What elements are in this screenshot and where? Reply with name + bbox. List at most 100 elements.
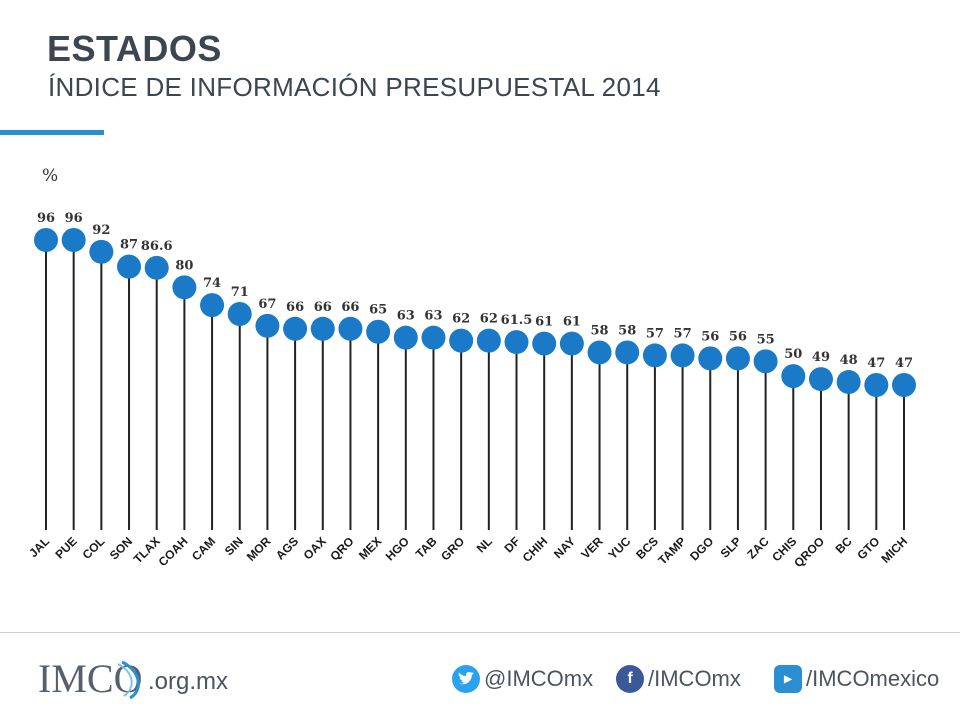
category-label-mex: MEX bbox=[356, 534, 384, 562]
marker-slp bbox=[725, 346, 750, 371]
marker-oax bbox=[310, 316, 335, 341]
value-label-cam: 74 bbox=[203, 276, 221, 291]
category-label-col: COL bbox=[80, 534, 108, 562]
value-label-bcs: 57 bbox=[646, 326, 664, 341]
value-label-oax: 66 bbox=[314, 300, 332, 315]
category-label-yuc: YUC bbox=[606, 534, 634, 562]
category-label-ags: AGS bbox=[273, 534, 301, 562]
category-label-gro: GRO bbox=[438, 534, 467, 563]
value-label-nay: 61 bbox=[563, 315, 581, 330]
marker-mich bbox=[892, 373, 916, 397]
value-label-tab: 63 bbox=[424, 309, 442, 324]
marker-qroo bbox=[808, 367, 833, 392]
page-title: ESTADOS bbox=[47, 28, 222, 69]
category-label-tab: TAB bbox=[413, 534, 440, 561]
facebook-icon: f bbox=[616, 665, 644, 693]
marker-ags bbox=[283, 316, 308, 341]
youtube-icon: ▶ bbox=[774, 665, 802, 693]
value-label-yuc: 58 bbox=[618, 323, 636, 338]
marker-col bbox=[89, 239, 114, 264]
category-label-pue: PUE bbox=[52, 534, 79, 561]
value-label-coah: 80 bbox=[175, 258, 193, 273]
category-label-jal: JAL bbox=[26, 534, 52, 560]
marker-nl bbox=[476, 328, 501, 353]
marker-mex bbox=[366, 319, 391, 344]
category-label-mor: MOR bbox=[244, 534, 274, 564]
marker-sin bbox=[227, 301, 252, 326]
marker-coah bbox=[172, 275, 197, 300]
value-label-qro: 66 bbox=[341, 300, 359, 315]
twitter-handle: @IMCOmx bbox=[484, 666, 594, 691]
value-label-tamp: 57 bbox=[674, 326, 692, 341]
marker-jal bbox=[34, 228, 58, 252]
marker-tamp bbox=[670, 343, 695, 368]
category-label-ver: VER bbox=[578, 534, 606, 562]
value-label-mor: 67 bbox=[258, 297, 276, 312]
category-label-zac: ZAC bbox=[744, 534, 772, 562]
value-label-ags: 66 bbox=[286, 300, 304, 315]
marker-qro bbox=[338, 316, 363, 341]
youtube-handle: /IMCOmexico bbox=[806, 666, 940, 691]
marker-cam bbox=[200, 293, 225, 318]
category-label-hgo: HGO bbox=[383, 534, 412, 563]
unit-label: % bbox=[42, 166, 59, 186]
value-label-bc: 48 bbox=[840, 353, 858, 368]
category-label-chih: CHIH bbox=[520, 534, 551, 565]
value-label-mex: 65 bbox=[369, 303, 387, 318]
value-label-df: 61.5 bbox=[501, 313, 533, 328]
marker-hgo bbox=[393, 325, 418, 350]
value-label-son: 87 bbox=[120, 238, 138, 253]
value-label-qroo: 49 bbox=[812, 350, 830, 365]
lollipop-chart: 96JAL96PUE92COL87SON86.6TLAX80COAH74CAM7… bbox=[26, 211, 916, 570]
imco-logo-icon: IMCO bbox=[38, 656, 142, 701]
category-label-cam: CAM bbox=[189, 534, 218, 563]
value-label-col: 92 bbox=[92, 223, 110, 238]
value-label-mich: 47 bbox=[895, 356, 913, 371]
value-label-pue: 96 bbox=[65, 211, 83, 226]
marker-ver bbox=[587, 340, 612, 365]
value-label-chis: 50 bbox=[784, 347, 802, 362]
value-label-hgo: 63 bbox=[397, 309, 415, 324]
page-subtitle: ÍNDICE DE INFORMACIÓN PRESUPUESTAL 2014 bbox=[48, 72, 661, 102]
marker-son bbox=[117, 254, 142, 279]
marker-gto bbox=[864, 373, 889, 397]
social-twitter[interactable]: @IMCOmx bbox=[452, 664, 593, 694]
twitter-icon bbox=[452, 665, 480, 693]
category-label-qro: QRO bbox=[327, 534, 356, 563]
category-label-nay: NAY bbox=[551, 534, 578, 561]
category-label-oax: OAX bbox=[301, 534, 329, 562]
marker-mor bbox=[255, 313, 280, 338]
marker-df bbox=[504, 330, 529, 355]
category-label-df: DF bbox=[501, 534, 522, 555]
social-facebook[interactable]: f /IMCOmx bbox=[616, 664, 741, 694]
value-label-gro: 62 bbox=[452, 312, 470, 327]
value-label-nl: 62 bbox=[480, 312, 498, 327]
value-label-chih: 61 bbox=[535, 315, 553, 330]
facebook-handle: /IMCOmx bbox=[648, 666, 741, 691]
category-label-mich: MICH bbox=[879, 534, 911, 566]
value-label-slp: 56 bbox=[729, 329, 747, 344]
footer-divider bbox=[0, 632, 960, 633]
marker-nay bbox=[559, 331, 584, 356]
marker-zac bbox=[753, 349, 778, 374]
accent-bar bbox=[0, 130, 104, 135]
value-label-ver: 58 bbox=[591, 323, 609, 338]
value-label-tlax: 86.6 bbox=[141, 239, 173, 254]
marker-gro bbox=[449, 328, 474, 353]
category-label-son: SON bbox=[107, 534, 135, 562]
category-label-gto: GTO bbox=[854, 534, 882, 562]
marker-dgo bbox=[698, 346, 723, 371]
value-label-dgo: 56 bbox=[701, 329, 719, 344]
category-label-slp: SLP bbox=[718, 534, 744, 560]
category-label-qroo: QROO bbox=[791, 534, 827, 570]
category-label-tamp: TAMP bbox=[655, 534, 688, 567]
marker-tab bbox=[421, 325, 446, 350]
marker-chis bbox=[781, 364, 806, 389]
social-youtube[interactable]: ▶ /IMCOmexico bbox=[774, 664, 939, 694]
category-label-coah: COAH bbox=[156, 534, 191, 569]
marker-bc bbox=[836, 370, 861, 395]
marker-pue bbox=[61, 228, 86, 252]
value-label-gto: 47 bbox=[867, 356, 885, 371]
logo-domain: .org.mx bbox=[148, 668, 229, 695]
category-label-nl: NL bbox=[474, 534, 495, 555]
